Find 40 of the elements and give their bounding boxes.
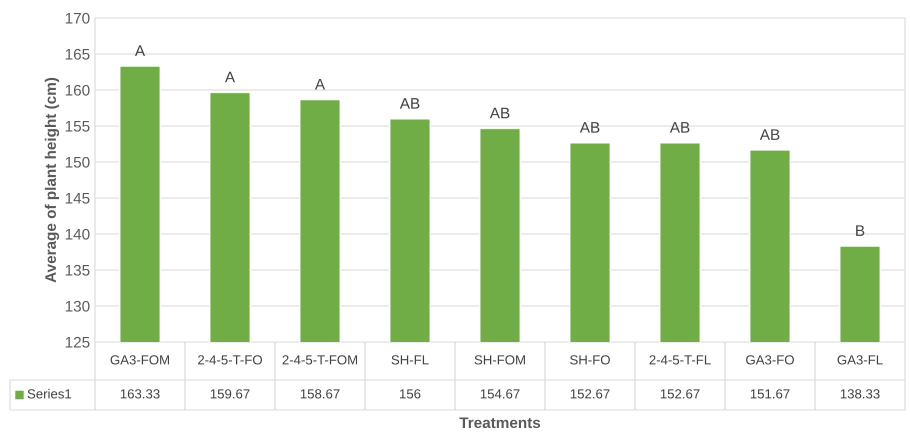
- y-tick-label: 125: [66, 336, 90, 348]
- data-label: 158.67: [300, 389, 340, 399]
- annotation: B: [856, 225, 864, 236]
- x-tick-label: 2-4-5-T-FL: [650, 355, 711, 365]
- data-label: 152.67: [570, 389, 610, 399]
- x-tick-label: GA3-FOM: [110, 355, 169, 365]
- data-label: 163.33: [120, 389, 160, 399]
- annotation: AB: [580, 122, 600, 133]
- annotation: AB: [670, 122, 690, 133]
- data-label: 159.67: [210, 389, 250, 399]
- y-tick-label: 165: [66, 48, 90, 60]
- y-tick-label: 135: [66, 264, 90, 276]
- y-tick-label: 140: [66, 228, 90, 240]
- annotation: A: [224, 72, 236, 82]
- data-label: 156: [400, 389, 420, 399]
- annotation: A: [134, 45, 146, 56]
- data-label: 154.67: [480, 389, 520, 399]
- y-tick-label: 150: [66, 156, 90, 168]
- x-tick-label: GA3-FO: [746, 355, 794, 365]
- annotation: AB: [400, 98, 420, 109]
- x-tick-label: SH-FO: [570, 355, 610, 365]
- y-tick-label: 145: [66, 193, 90, 204]
- y-tick-label: 160: [66, 84, 90, 96]
- data-label: 152.67: [660, 389, 700, 399]
- data-label: 151.67: [750, 389, 790, 399]
- x-tick-label: SH-FOM: [474, 355, 525, 365]
- annotation: AB: [760, 129, 780, 140]
- x-axis-title: Treatments: [459, 417, 540, 428]
- y-tick-label: 170: [66, 12, 90, 24]
- legend-label: Series1: [28, 388, 72, 399]
- y-tick-label: 130: [66, 300, 90, 312]
- y-tick-label: 155: [66, 121, 90, 132]
- annotation: AB: [490, 108, 510, 118]
- annotation: A: [314, 78, 326, 90]
- x-tick-label: 2-4-5-T-FO: [198, 355, 262, 365]
- x-tick-label: 2-4-5-T-FOM: [282, 355, 358, 365]
- x-tick-label: GA3-FL: [838, 355, 883, 365]
- data-label: 138.33: [840, 389, 880, 399]
- y-axis-title: Average of plant height (cm): [44, 78, 60, 282]
- x-tick-label: SH-FL: [392, 355, 429, 365]
